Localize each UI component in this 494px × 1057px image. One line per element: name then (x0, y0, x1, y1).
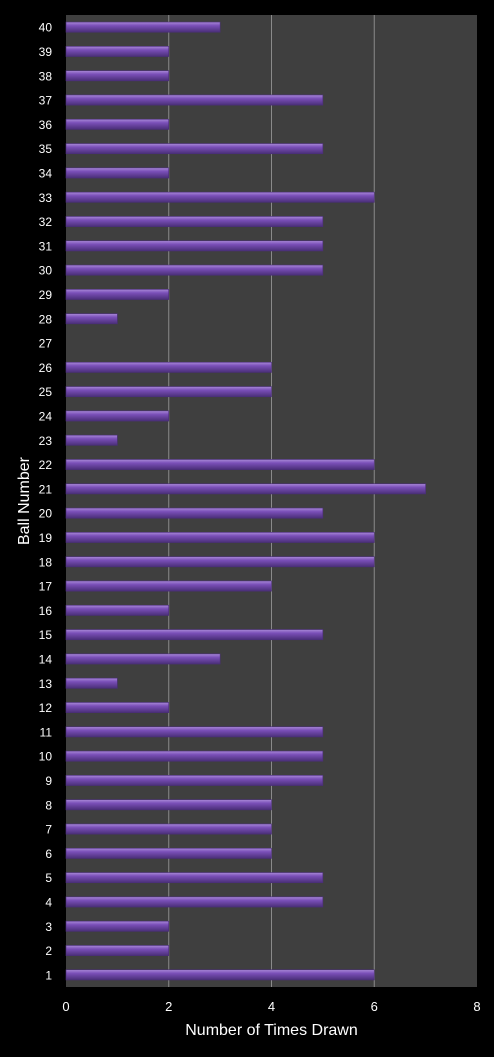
y-tick-label: 35 (39, 142, 53, 156)
bar (65, 167, 170, 179)
y-tick-label: 9 (45, 774, 52, 788)
y-tick-label: 17 (39, 580, 53, 594)
y-tick-label: 18 (39, 555, 53, 569)
y-tick-label: 34 (39, 166, 53, 180)
bar (65, 847, 272, 859)
x-tick-label: 6 (371, 999, 378, 1014)
bar (65, 653, 221, 665)
bar (65, 143, 324, 155)
y-tick-label: 36 (39, 118, 53, 132)
bar (65, 459, 375, 470)
y-tick-label: 37 (39, 94, 53, 108)
bar (65, 920, 170, 932)
bar (65, 872, 324, 884)
bar (65, 70, 170, 82)
bar (65, 361, 272, 373)
bar (65, 799, 272, 811)
bar (65, 896, 324, 908)
bar (65, 313, 118, 325)
y-tick-label: 15 (39, 628, 53, 642)
bar (65, 969, 375, 981)
bar (65, 410, 170, 422)
bar (65, 483, 426, 495)
bar (65, 580, 272, 592)
y-tick-label: 23 (39, 434, 53, 448)
y-tick-label: 24 (39, 409, 53, 423)
bar (65, 823, 272, 835)
y-tick-label: 40 (39, 21, 53, 35)
y-tick-label: 3 (45, 920, 52, 934)
bar (65, 46, 170, 57)
bar (65, 21, 221, 33)
bar (65, 94, 324, 106)
x-axis-label: Number of Times Drawn (185, 1022, 358, 1039)
y-tick-label: 13 (39, 677, 53, 691)
y-tick-label: 25 (39, 385, 53, 399)
y-tick-label: 7 (45, 823, 52, 837)
x-tick-label: 8 (473, 999, 480, 1014)
y-tick-label: 16 (39, 604, 53, 618)
y-tick-label: 26 (39, 361, 53, 375)
y-tick-label: 6 (45, 847, 52, 861)
x-tick-label: 0 (62, 999, 69, 1014)
bar (65, 945, 170, 956)
y-tick-label: 12 (39, 701, 53, 715)
y-tick-label: 21 (39, 482, 53, 496)
y-tick-label: 39 (39, 45, 53, 59)
bar (65, 264, 324, 276)
bar (65, 240, 324, 252)
y-tick-label: 29 (39, 288, 53, 302)
bar (65, 434, 118, 446)
y-tick-label: 14 (39, 652, 53, 666)
bar (65, 556, 375, 568)
bar (65, 629, 324, 641)
y-tick-label: 10 (39, 750, 53, 764)
y-tick-label: 38 (39, 69, 53, 83)
y-tick-label: 28 (39, 312, 53, 326)
bar (65, 677, 118, 689)
bar (65, 604, 170, 616)
bar (65, 386, 272, 398)
bar (65, 775, 324, 786)
y-tick-label: 19 (39, 531, 53, 545)
bar (65, 191, 375, 203)
bar (65, 118, 170, 130)
y-axis-tick-labels: 1234567891011121314151617181920212223242… (39, 21, 53, 983)
y-tick-label: 22 (39, 458, 53, 472)
y-tick-label: 20 (39, 507, 53, 521)
y-tick-label: 5 (45, 871, 52, 885)
bar (65, 532, 375, 543)
bar (65, 726, 324, 738)
x-tick-label: 4 (268, 999, 275, 1014)
x-tick-label: 2 (165, 999, 172, 1014)
bar (65, 750, 324, 762)
y-tick-label: 27 (39, 337, 53, 351)
y-tick-label: 33 (39, 191, 53, 205)
bar (65, 216, 324, 227)
y-tick-label: 1 (45, 968, 52, 982)
y-tick-label: 31 (39, 239, 53, 253)
bar (65, 702, 170, 713)
x-axis-tick-labels: 0 2 4 6 8 (62, 999, 480, 1014)
y-axis-label: Ball Number (16, 456, 33, 545)
y-tick-label: 30 (39, 264, 53, 278)
bar (65, 289, 170, 300)
bar (65, 507, 324, 519)
y-tick-label: 11 (40, 725, 53, 739)
y-tick-label: 4 (45, 895, 52, 909)
y-tick-label: 32 (39, 215, 53, 229)
y-tick-label: 8 (45, 798, 52, 812)
y-tick-label: 2 (45, 944, 52, 958)
bar-series (65, 21, 426, 981)
